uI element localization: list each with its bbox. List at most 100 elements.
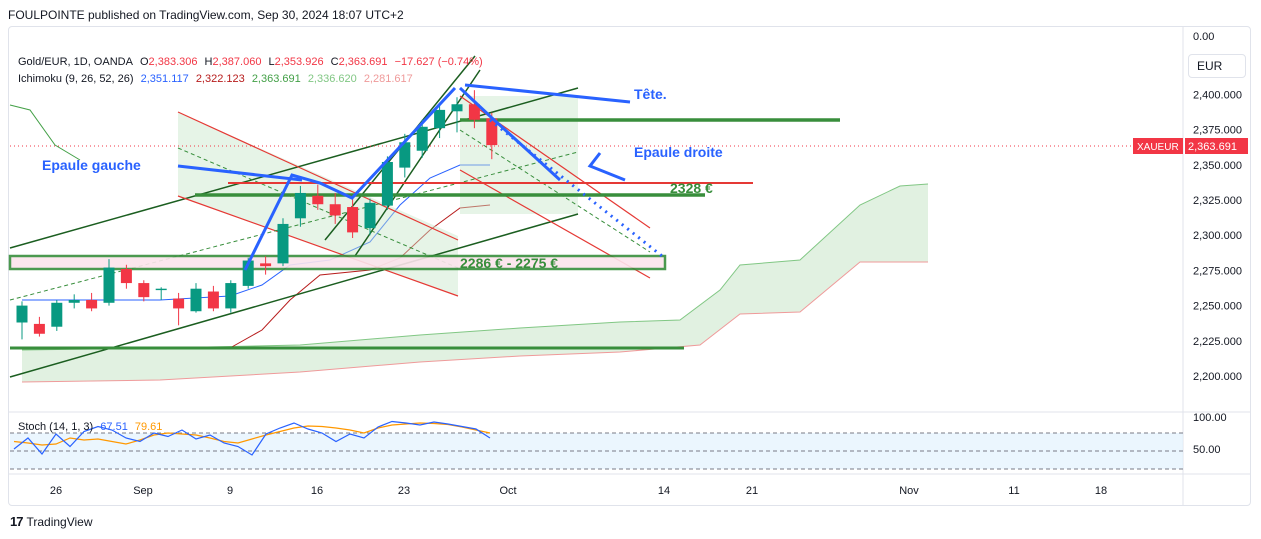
candle-body: [486, 118, 498, 146]
yaxis-tick-label: 2,325.000: [1193, 195, 1242, 207]
xaxis-tick-label: 16: [311, 485, 323, 497]
close-value: 2,363.691: [338, 56, 388, 68]
zone-2286-label: 2286 € - 2275 €: [460, 255, 559, 271]
head-pointer: [464, 83, 631, 104]
candle-body: [260, 263, 272, 267]
candle-body: [155, 288, 167, 291]
steep-channel-bottom: [354, 69, 481, 257]
candle-body: [381, 161, 393, 206]
xaxis-tick-label: Sep: [133, 485, 153, 497]
stoch-label[interactable]: Stoch (14, 1, 3): [18, 421, 94, 433]
ichimoku-span-b: 2,281.617: [363, 73, 413, 85]
price-tag-label: 2,363.691: [1188, 141, 1237, 153]
mid-dashed-left: [177, 147, 459, 269]
xaxis-tick-label: 18: [1095, 485, 1107, 497]
change-value: −17.627 (−0.74%): [394, 56, 483, 68]
candle-body: [120, 268, 132, 284]
right-shoulder-annotation: Epaule droite: [634, 144, 723, 160]
candle-body: [399, 142, 411, 168]
candle-body: [312, 195, 324, 205]
candle-body: [33, 323, 45, 334]
high-value: 2,387.060: [212, 56, 262, 68]
candle-body: [51, 302, 63, 327]
footer-brand[interactable]: 17 TradingView: [10, 514, 93, 529]
candle-body: [173, 298, 185, 309]
xaxis-tick-label: 21: [746, 485, 758, 497]
ichimoku-cloud: [22, 184, 928, 382]
brand-label: TradingView: [26, 514, 93, 529]
low-label: L: [268, 56, 275, 68]
level-2328-label: 2328 €: [670, 180, 713, 196]
ohlc-legend: Gold/EUR, 1D, OANDA O2,383.306 H2,387.06…: [18, 56, 487, 68]
ichimoku-lagging: 2,363.691: [251, 73, 301, 85]
chart-frame: [8, 26, 1251, 506]
xaxis-tick-label: 23: [398, 485, 410, 497]
yaxis-top-label: 0.00: [1193, 31, 1214, 43]
candle-body: [225, 283, 237, 309]
stoch-legend: Stoch (14, 1, 3) 67.51 79.61: [18, 421, 166, 433]
candle-body: [138, 283, 150, 298]
ichimoku-conversion: 2,351.117: [140, 73, 189, 85]
ichimoku-legend: Ichimoku (9, 26, 52, 26) 2,351.117 2,322…: [18, 73, 417, 85]
ichimoku-label[interactable]: Ichimoku (9, 26, 52, 26): [18, 73, 134, 85]
candle-body: [103, 267, 115, 303]
yaxis-tick-label: 2,225.000: [1193, 336, 1242, 348]
candle-body: [347, 207, 359, 233]
ichimoku-base: 2,322.123: [195, 73, 245, 85]
close-label: C: [330, 56, 339, 68]
pattern-zigzag-line: [243, 86, 457, 271]
stoch-yaxis-tick-label: 50.00: [1193, 444, 1221, 456]
candle-body: [416, 126, 428, 151]
descending-channel-top: [177, 111, 459, 241]
yaxis-tick-label: 2,250.000: [1193, 301, 1242, 313]
stoch-band: [10, 433, 1183, 469]
low-value: 2,353.926: [274, 56, 324, 68]
ascending-channel-bottom: [9, 213, 579, 378]
ichimoku-span-b-line: [21, 261, 928, 383]
ichimoku-span-a: 2,336.620: [307, 73, 357, 85]
projection-dotted-line: [489, 118, 663, 258]
open-label: O: [139, 56, 149, 68]
yaxis-tick-label: 2,200.000: [1193, 371, 1242, 383]
yaxis-tick-label: 2,300.000: [1193, 230, 1242, 242]
candle-body: [207, 291, 219, 309]
ascending-channel-top: [9, 87, 579, 249]
stoch-yaxis-tick-label: 100.00: [1193, 412, 1227, 424]
xaxis-tick-label: Oct: [499, 485, 516, 497]
ichimoku-lagging-line: [9, 104, 81, 161]
xaxis-tick-label: 14: [658, 485, 670, 497]
xaxis-tick-label: 11: [1008, 485, 1019, 497]
stoch-d-value: 79.61: [134, 421, 163, 433]
zone-2286-2275: [8, 254, 667, 271]
ichimoku-span-a-line: [21, 183, 929, 351]
xaxis-tick-label: Nov: [899, 485, 919, 497]
publisher-line: FOULPOINTE published on TradingView.com,…: [8, 8, 404, 22]
xaxis-tick-label: 9: [227, 485, 233, 497]
left-shoulder-pointer: [177, 164, 303, 182]
candle-body: [434, 109, 446, 129]
left-shoulder-annotation: Epaule gauche: [42, 157, 141, 173]
symbol-label[interactable]: Gold/EUR, 1D, OANDA: [18, 56, 133, 68]
yaxis-tick-label: 2,375.000: [1193, 125, 1242, 137]
right-shoulder-pointer: [587, 152, 626, 182]
candle-body: [16, 305, 28, 323]
symbol-tag-label: XAUEUR: [1137, 142, 1179, 153]
descending-channel-bottom: [177, 195, 459, 297]
tradingview-logo-icon: 17: [10, 514, 24, 529]
open-value: 2,383.306: [148, 56, 198, 68]
candle-body: [468, 104, 480, 120]
candle-body: [86, 299, 98, 309]
symbol-tag-bg: [1133, 138, 1183, 154]
stoch-k-line: [13, 420, 491, 456]
currency-button[interactable]: EUR: [1188, 54, 1246, 78]
candle-body: [277, 223, 289, 264]
candle-body: [242, 260, 254, 286]
price-tag-bg: [1185, 138, 1248, 154]
yaxis-tick-label: 2,275.000: [1193, 265, 1242, 277]
stoch-k-value: 67.51: [100, 421, 128, 433]
yaxis-tick-label: 2,400.000: [1193, 89, 1242, 101]
head-annotation: Tête.: [634, 86, 667, 102]
candle-body: [329, 204, 341, 216]
candle-body: [364, 202, 376, 229]
